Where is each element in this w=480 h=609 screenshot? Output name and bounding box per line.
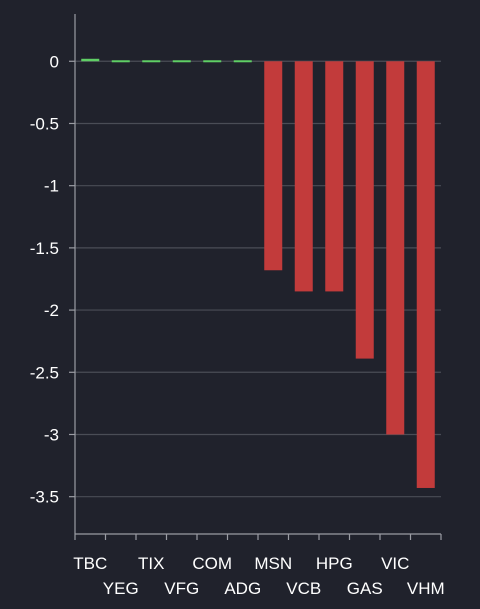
- x-tick-label-tix: TIX: [138, 554, 164, 573]
- x-tick-label-com: COM: [192, 554, 232, 573]
- x-tick-label-hpg: HPG: [316, 554, 353, 573]
- y-tick-label: -0.5: [30, 114, 59, 133]
- x-tick-label-tbc: TBC: [73, 554, 107, 573]
- y-tick-label: -3: [44, 425, 59, 444]
- x-tick-label-gas: GAS: [347, 579, 383, 598]
- bar-vcb: [294, 61, 313, 292]
- x-tick-label-vic: VIC: [381, 554, 409, 573]
- y-tick-label: -2.5: [30, 363, 59, 382]
- axes: [69, 14, 442, 540]
- y-tick-label: 0: [50, 52, 59, 71]
- x-tick-label-vcb: VCB: [286, 579, 321, 598]
- y-tick-label: -2: [44, 301, 59, 320]
- x-tick-label-vhm: VHM: [407, 579, 445, 598]
- bars: [81, 58, 435, 488]
- bar-tix: [142, 60, 161, 63]
- bar-yeg: [111, 60, 130, 63]
- bar-vfg: [172, 60, 191, 63]
- y-tick-label: -3.5: [30, 488, 59, 507]
- bar-vic: [386, 61, 405, 435]
- x-tick-label-adg: ADG: [224, 579, 261, 598]
- y-tick-label: -1: [44, 177, 59, 196]
- x-tick-label-msn: MSN: [254, 554, 292, 573]
- bar-hpg: [325, 61, 344, 292]
- bar-gas: [355, 61, 374, 359]
- x-tick-label-yeg: YEG: [103, 579, 139, 598]
- bar-msn: [264, 61, 283, 271]
- x-tick-label-vfg: VFG: [164, 579, 199, 598]
- bar-tbc: [81, 58, 100, 62]
- y-tick-labels: 0 -0.5 -1 -1.5 -2 -2.5 -3 -3.5: [30, 52, 59, 506]
- bar-com: [203, 60, 222, 63]
- y-tick-label: -1.5: [30, 239, 59, 258]
- grid-lines: [75, 60, 441, 498]
- bar-vhm: [416, 61, 435, 488]
- bar-adg: [233, 60, 252, 63]
